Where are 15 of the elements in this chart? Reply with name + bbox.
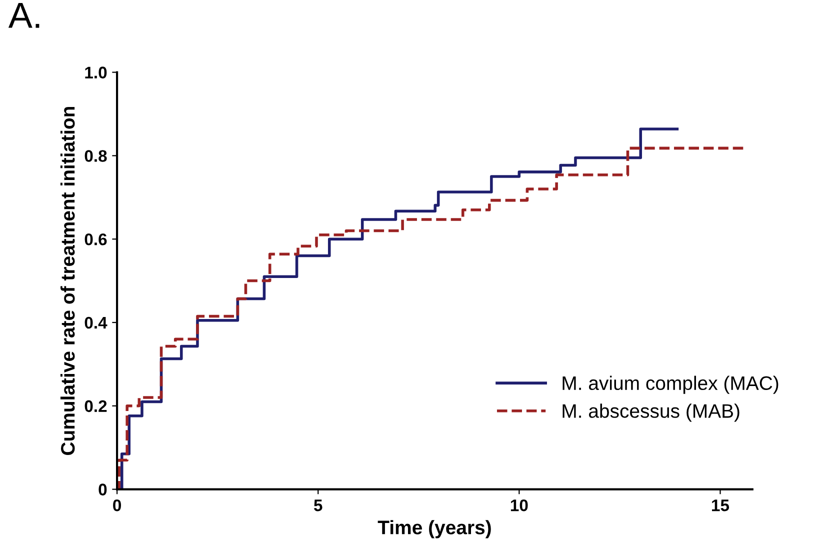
legend-label: M. avium complex (MAC) xyxy=(562,376,778,394)
legend-label: M. abscessus (MAB) xyxy=(562,404,740,422)
y-tick-label: 0 xyxy=(98,484,107,496)
y-axis-title: Cumulative rate of treatment initiation xyxy=(60,106,75,455)
x-tick-label: 15 xyxy=(712,500,730,512)
x-axis-title: Time (years) xyxy=(378,520,491,538)
y-tick-label: 0.8 xyxy=(84,150,107,162)
y-tick-label: 0.4 xyxy=(84,316,108,329)
y-tick-label: 0.2 xyxy=(84,400,107,412)
x-tick-label: 10 xyxy=(510,499,528,512)
x-tick-label: 5 xyxy=(314,500,322,512)
chart-title: A. xyxy=(8,2,40,28)
x-tick-label: 0 xyxy=(113,499,121,512)
y-tick-label: 0.6 xyxy=(84,233,107,246)
y-tick-label: 1.0 xyxy=(85,66,107,78)
